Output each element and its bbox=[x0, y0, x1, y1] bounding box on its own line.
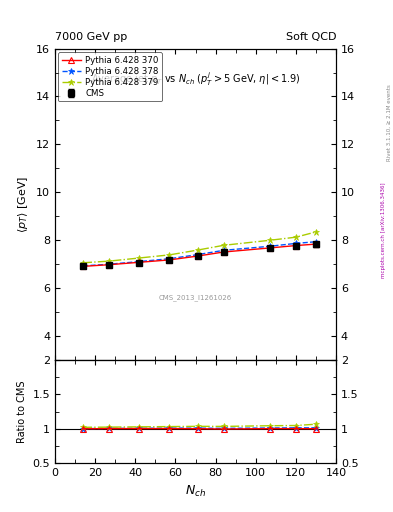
Legend: Pythia 6.428 370, Pythia 6.428 378, Pythia 6.428 379, CMS: Pythia 6.428 370, Pythia 6.428 378, Pyth… bbox=[59, 52, 162, 101]
Pythia 6.428 379 bbox=[167, 252, 172, 258]
Pythia 6.428 378 bbox=[167, 255, 172, 262]
Pythia 6.428 378 bbox=[294, 240, 298, 246]
Pythia 6.428 378 bbox=[314, 239, 318, 245]
Y-axis label: $\langle p_T \rangle$ [GeV]: $\langle p_T \rangle$ [GeV] bbox=[17, 176, 31, 233]
Pythia 6.428 370 bbox=[221, 249, 226, 255]
Pythia 6.428 379 bbox=[81, 260, 86, 266]
Pythia 6.428 370 bbox=[81, 263, 86, 269]
Pythia 6.428 370 bbox=[167, 257, 172, 263]
Pythia 6.428 378 bbox=[107, 261, 112, 267]
Pythia 6.428 378 bbox=[137, 259, 142, 265]
Line: Pythia 6.428 378: Pythia 6.428 378 bbox=[80, 238, 320, 269]
Pythia 6.428 379 bbox=[221, 242, 226, 248]
Text: mcplots.cern.ch [arXiv:1306.3436]: mcplots.cern.ch [arXiv:1306.3436] bbox=[381, 183, 386, 278]
Pythia 6.428 378 bbox=[195, 251, 200, 258]
Pythia 6.428 379 bbox=[267, 237, 272, 243]
Text: Soft QCD: Soft QCD bbox=[286, 32, 336, 42]
Pythia 6.428 379 bbox=[107, 258, 112, 264]
Text: CMS_2013_I1261026: CMS_2013_I1261026 bbox=[159, 294, 232, 301]
Pythia 6.428 370 bbox=[195, 253, 200, 259]
Pythia 6.428 370 bbox=[137, 259, 142, 265]
Y-axis label: Ratio to CMS: Ratio to CMS bbox=[17, 380, 27, 443]
Pythia 6.428 379 bbox=[294, 234, 298, 240]
Pythia 6.428 379 bbox=[314, 229, 318, 235]
Pythia 6.428 378 bbox=[221, 247, 226, 253]
Pythia 6.428 378 bbox=[267, 243, 272, 249]
Pythia 6.428 370 bbox=[107, 262, 112, 268]
Pythia 6.428 370 bbox=[294, 243, 298, 249]
Line: Pythia 6.428 379: Pythia 6.428 379 bbox=[80, 228, 320, 266]
Pythia 6.428 370 bbox=[267, 245, 272, 251]
Line: Pythia 6.428 370: Pythia 6.428 370 bbox=[80, 241, 319, 269]
X-axis label: $N_{ch}$: $N_{ch}$ bbox=[185, 484, 206, 499]
Text: 7000 GeV pp: 7000 GeV pp bbox=[55, 32, 127, 42]
Pythia 6.428 379 bbox=[137, 255, 142, 261]
Pythia 6.428 379 bbox=[195, 247, 200, 253]
Pythia 6.428 378 bbox=[81, 263, 86, 269]
Text: Rivet 3.1.10, ≥ 2.1M events: Rivet 3.1.10, ≥ 2.1M events bbox=[387, 84, 391, 161]
Pythia 6.428 370 bbox=[314, 241, 318, 247]
Text: Average jet $p_T$ vs $N_{ch}$ ($p_T^j$$>$5 GeV, $\eta|$$<$1.9): Average jet $p_T$ vs $N_{ch}$ ($p_T^j$$>… bbox=[91, 71, 300, 88]
